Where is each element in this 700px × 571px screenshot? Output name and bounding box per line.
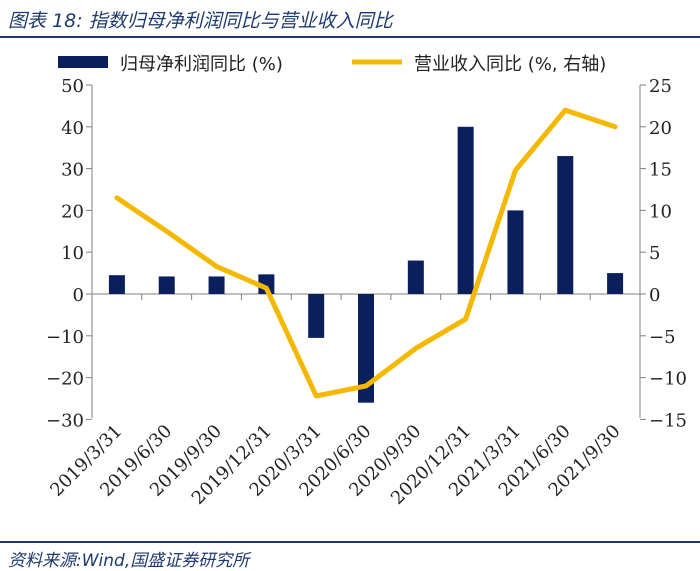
bar	[308, 294, 325, 338]
bar	[607, 273, 624, 294]
bar	[358, 294, 374, 403]
bar	[457, 126, 474, 294]
legend: 归母净利润同比 (%) 营业收入同比 (%, 右轴)	[58, 54, 606, 75]
bar	[208, 276, 225, 294]
legend-bar-swatch	[58, 56, 108, 68]
y-left-tick-label: −20	[46, 369, 84, 390]
y-left-tick-label: 20	[61, 201, 84, 222]
x-tick-labels: 2019/3/312019/6/302019/9/302019/12/31202…	[46, 421, 624, 509]
bar	[158, 276, 175, 294]
y-left-tick-label: 30	[61, 160, 84, 181]
bar	[507, 210, 524, 294]
bar	[557, 156, 574, 294]
figure-header: 图表 18: 指数归母净利润同比与营业收入同比	[0, 0, 700, 38]
y-left-tick-label: −30	[46, 410, 84, 431]
bar	[108, 275, 125, 294]
chart: 归母净利润同比 (%) 营业收入同比 (%, 右轴) 50403020100−1…	[46, 54, 687, 509]
line-series	[114, 107, 618, 399]
y-right-tick-label: −15	[649, 410, 687, 431]
y-right-tick-label: 15	[649, 160, 672, 181]
legend-line-label: 营业收入同比 (%, 右轴)	[414, 54, 606, 75]
y-right-tick-label: −5	[649, 327, 676, 348]
y-left-tick-label: 10	[61, 243, 84, 264]
revenue-yoy-line	[114, 107, 618, 399]
y-right-tick-label: −10	[649, 369, 687, 390]
y-left-tick-label: 50	[61, 76, 84, 97]
y-right-tick-label: 10	[649, 201, 672, 222]
y-right-tick-label: 0	[649, 285, 660, 306]
source-note: 资料来源:Wind,国盛证券研究所	[8, 551, 250, 571]
figure-title: 图表 18: 指数归母净利润同比与营业收入同比	[8, 10, 393, 32]
header-divider	[0, 36, 700, 38]
bar-series	[108, 126, 624, 403]
y-left-tick-label: 40	[61, 118, 84, 139]
y-right-tick-label: 5	[649, 243, 660, 264]
footer-divider	[0, 541, 700, 543]
legend-bar-label: 归母净利润同比 (%)	[120, 54, 283, 75]
y-right-tick-label: 20	[649, 118, 672, 139]
bar	[407, 260, 424, 294]
y-left-tick-label: 0	[73, 285, 84, 306]
y-left-tick-label: −10	[46, 327, 84, 348]
y-right-tick-label: 25	[649, 76, 672, 97]
